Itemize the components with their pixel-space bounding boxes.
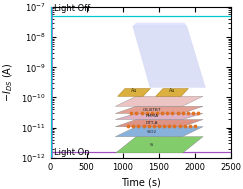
Y-axis label: $-I_{DS}$ (A): $-I_{DS}$ (A) bbox=[2, 63, 15, 102]
X-axis label: Time (s): Time (s) bbox=[121, 177, 160, 187]
Text: Light On: Light On bbox=[54, 148, 90, 156]
Text: Light Off: Light Off bbox=[54, 4, 90, 13]
